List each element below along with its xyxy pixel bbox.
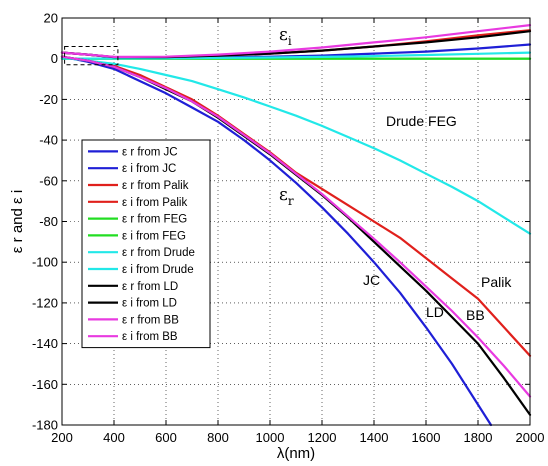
annotation-jc: JC [363,272,380,288]
y-tick-label: 0 [51,51,58,66]
legend-label-3: ε i from Palik [122,197,187,209]
legend-label-8: ε r from LD [122,281,178,293]
x-tick-label: 1600 [412,430,441,445]
x-tick-label: 400 [103,430,125,445]
annotation-bb: BB [466,307,485,323]
series-line-10 [60,55,532,398]
y-tick-label: -120 [32,295,58,310]
y-tick-label: -180 [32,418,58,433]
legend-box [81,139,211,349]
y-tick-label: -100 [32,255,58,270]
x-axis-label: λ(nm) [277,445,315,462]
inset-region-box [64,45,119,66]
annotation-eps-i: εi [279,25,292,48]
x-tick-label: 2000 [516,430,545,445]
series-line-7 [60,51,532,60]
legend-label-1: ε i from JC [122,163,176,175]
x-tick-label: 600 [155,430,177,445]
legend-label-0: ε r from JC [122,146,178,158]
series-line-11 [60,24,532,59]
y-tick-label: -40 [39,133,58,148]
x-tick-label: 1400 [360,430,389,445]
y-tick-label: -160 [32,377,58,392]
annotations: εi εr Drude FEG JC LD BB Palik [279,25,512,323]
x-tick-label: 1800 [464,430,493,445]
series-line-6 [60,56,532,235]
legend-label-7: ε i from Drude [122,264,194,276]
legend-label-5: ε i from FEG [122,230,186,242]
legend-label-6: ε r from Drude [122,247,195,259]
annotation-drude-feg: Drude FEG [386,113,457,129]
x-tick-label: 1000 [256,430,285,445]
y-tick-label: -60 [39,173,58,188]
legend-label-4: ε r from FEG [122,214,187,226]
y-tick-label: -140 [32,336,58,351]
plot-frame [61,17,531,426]
tick-labels: 200 400 600 800 1000 1200 1400 1600 1800 2000200-… [32,11,544,446]
legend: ε r from JC ε i from JC ε r from Palik ε i … [81,139,211,349]
annotation-eps-r: εr [279,185,294,208]
data-series [60,24,532,427]
y-tick-label: 20 [44,11,58,26]
legend-label-10: ε r from BB [122,314,179,326]
annotation-ld: LD [426,304,444,320]
series-line-0 [60,55,493,427]
x-tick-label: 1200 [308,430,337,445]
legend-label-2: ε r from Palik [122,180,189,192]
x-tick-label: 200 [51,430,73,445]
x-tick-label: 800 [207,430,229,445]
legend-label-9: ε i from LD [122,298,177,310]
legend-label-11: ε i from BB [122,331,178,343]
annotation-palik: Palik [481,274,512,290]
y-tick-label: -80 [39,214,58,229]
y-axis-label: ε r and ε i [9,190,26,253]
y-tick-label: -20 [39,92,58,107]
